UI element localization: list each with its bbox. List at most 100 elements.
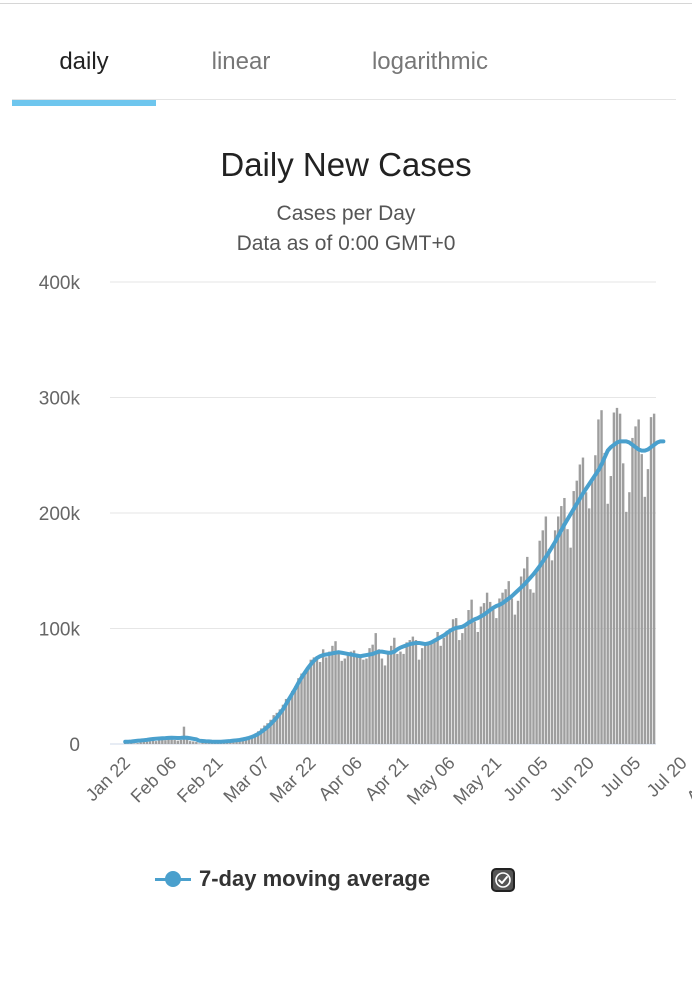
bar [257,731,260,744]
bar [408,640,411,744]
bar [563,497,566,744]
x-tick-label: Jul 05 [596,753,644,801]
bar [359,656,362,744]
bar [615,407,619,744]
bar [371,644,374,744]
y-tick-label: 300k [39,389,81,410]
bar [628,492,631,744]
bar [550,560,554,744]
bar [467,610,470,744]
bar [643,496,647,744]
bar [399,651,402,744]
bar [244,737,248,744]
x-tick-label: Feb 06 [127,753,181,807]
bar [609,476,613,744]
bar [507,581,510,744]
bar [498,598,501,744]
chart-subtitle: Cases per Day [276,202,416,225]
bar [470,599,473,745]
y-tick-label: 200k [39,504,81,525]
y-tick-label: 100k [39,620,81,641]
bar [631,437,634,744]
bar [195,741,198,744]
x-tick-label: Jun 20 [546,753,598,805]
bar [621,463,625,744]
bar [538,540,541,744]
chart-data-date: Data as of 0:00 GMT+0 [236,232,456,255]
bar [479,606,483,744]
tab-daily[interactable]: daily [59,48,109,75]
bar [321,649,325,744]
bar [448,628,452,744]
bar [516,600,520,744]
bar [250,735,254,744]
bar [198,743,201,744]
bar [349,651,353,744]
bar [201,742,204,744]
bar [275,712,278,744]
bar [380,658,384,744]
bar [396,653,399,744]
x-tick-label: Jan 22 [82,753,134,805]
bar [420,648,424,744]
bar [575,480,578,744]
bar [600,410,603,744]
bar [148,741,152,744]
bar [325,657,328,745]
bar [167,739,170,744]
bar [247,736,251,744]
bar [485,592,489,744]
bar [355,655,359,744]
bar [192,741,195,744]
bar [253,733,257,744]
bar [170,739,173,744]
y-tick-label: 400k [39,273,81,294]
bar [204,742,207,744]
bar [544,516,548,744]
bar [584,492,588,744]
bar [597,419,600,744]
bar [346,653,350,744]
bar [303,672,306,744]
checkbox-checked-icon[interactable] [491,868,515,892]
bar [618,413,622,744]
bar [572,491,575,744]
bar [591,480,594,744]
x-tick-label: Jun 05 [499,753,551,805]
bar [374,633,377,744]
bar [454,618,458,744]
bar [365,658,368,744]
bar [501,592,504,744]
x-tick-label: Feb 21 [173,753,227,807]
bar [291,690,294,744]
y-axis-labels: 0 100k 200k 300k 400k [39,273,81,756]
bar [578,464,582,744]
bar [476,631,480,744]
bar [306,668,309,744]
x-tick-label: Mar 07 [219,753,273,807]
bar [164,740,167,744]
legend-label[interactable]: 7-day moving average [199,866,431,891]
bar [473,621,476,744]
tab-logarithmic[interactable]: logarithmic [371,48,489,75]
chart-legend[interactable]: 7-day moving average [155,862,525,898]
bar [603,452,606,744]
tab-linear[interactable]: linear [211,48,271,75]
bar [390,645,393,744]
bar [173,740,176,744]
bar [334,641,337,744]
bar [328,651,331,744]
bar [553,530,557,744]
bar [417,659,421,744]
bar [634,426,637,745]
chart-title: Daily New Cases [220,146,472,183]
bar [269,719,272,744]
bar [402,653,405,744]
bar [557,516,560,744]
bar [278,709,282,744]
bar [297,678,300,744]
bar [519,576,523,744]
bar [495,618,498,744]
bar [427,643,430,744]
